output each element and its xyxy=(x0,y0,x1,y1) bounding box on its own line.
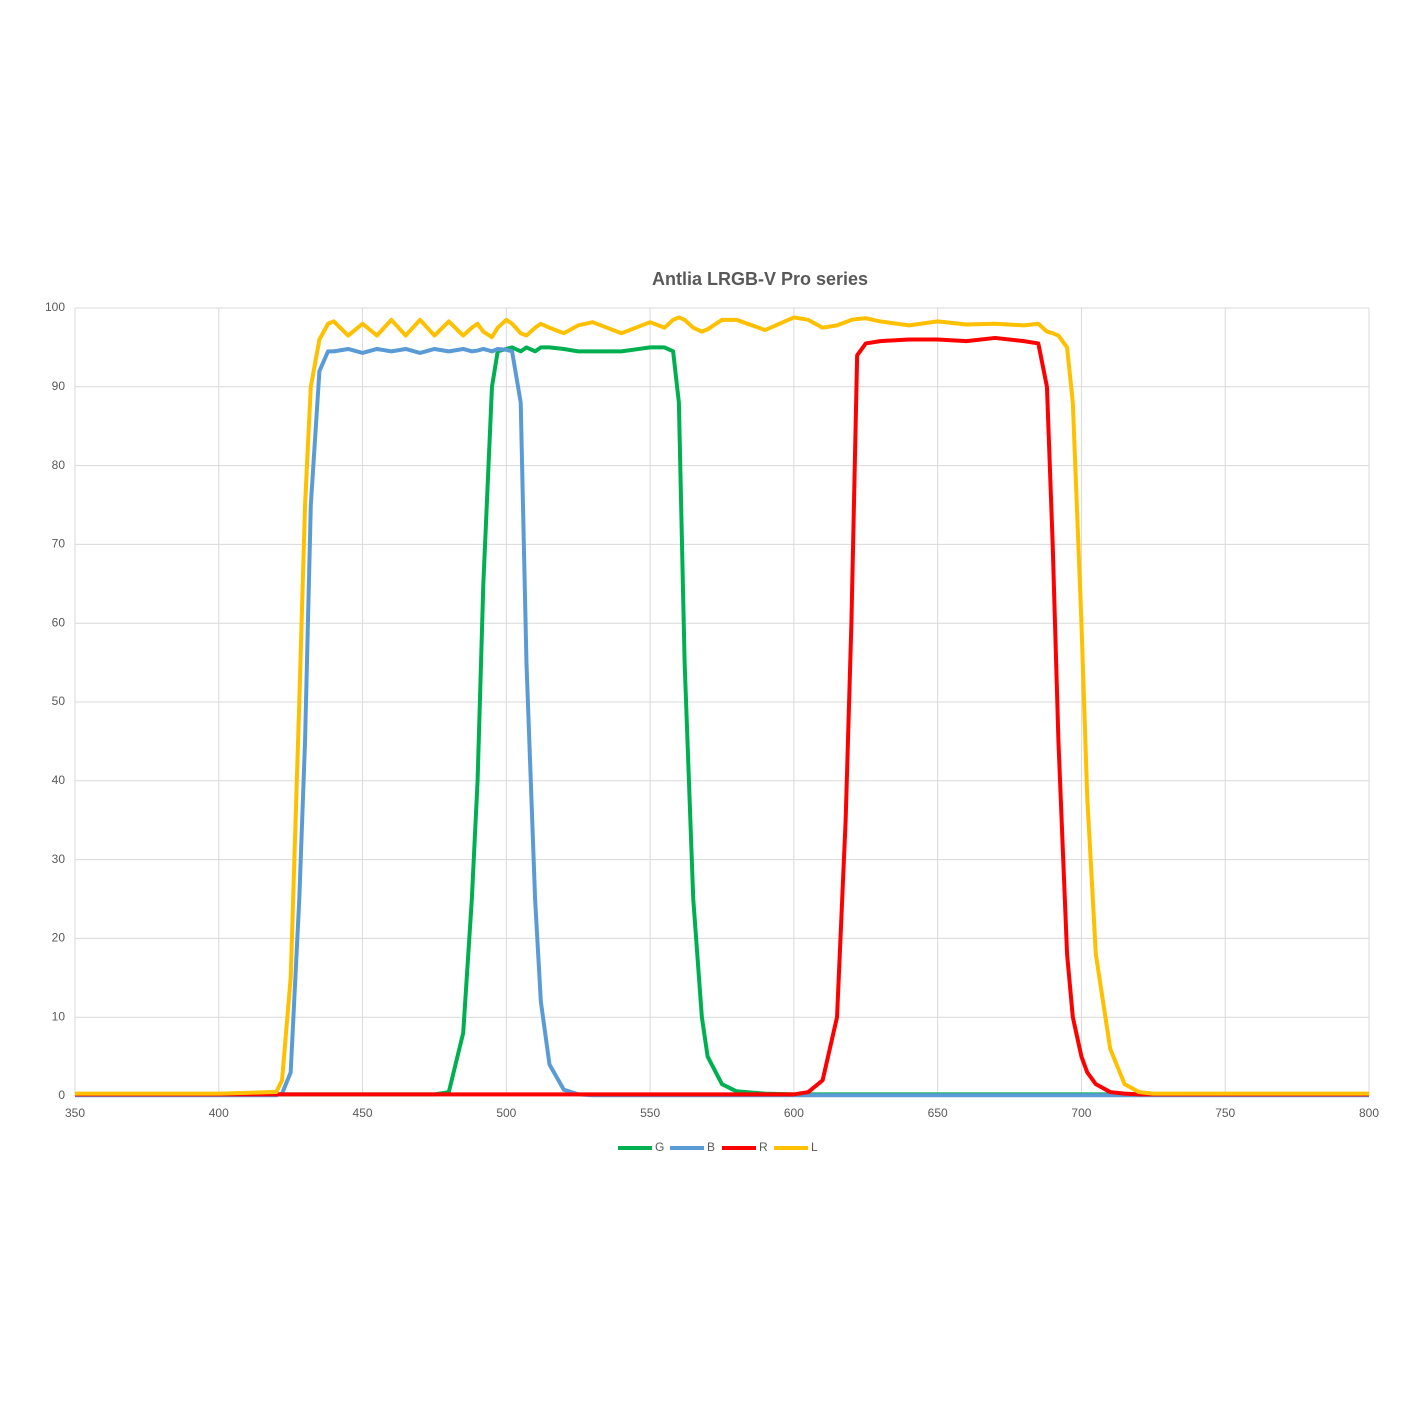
y-tick-label: 100 xyxy=(45,300,65,314)
legend-label: R xyxy=(759,1140,768,1154)
series-line xyxy=(75,315,1369,1096)
x-tick-label: 500 xyxy=(496,1106,516,1120)
y-tick-label: 70 xyxy=(52,537,66,551)
x-tick-label: 550 xyxy=(640,1106,660,1120)
x-tick-label: 750 xyxy=(1215,1106,1235,1120)
x-tick-label: 700 xyxy=(1071,1106,1091,1120)
y-tick-label: 40 xyxy=(52,773,66,787)
series-line xyxy=(75,345,1369,1097)
y-tick-label: 60 xyxy=(52,615,66,629)
y-tick-label: 10 xyxy=(52,1009,66,1023)
y-tick-label: 80 xyxy=(52,458,66,472)
y-tick-label: 50 xyxy=(52,694,66,708)
legend-label: L xyxy=(811,1140,818,1154)
y-tick-label: 0 xyxy=(58,1088,65,1102)
x-tick-label: 650 xyxy=(928,1106,948,1120)
y-tick-label: 20 xyxy=(52,931,66,945)
series-line xyxy=(75,346,1369,1098)
x-tick-label: 800 xyxy=(1359,1106,1379,1120)
series-line xyxy=(75,335,1369,1097)
y-tick-label: 30 xyxy=(52,852,66,866)
y-tick-label: 90 xyxy=(52,379,66,393)
x-tick-label: 600 xyxy=(784,1106,804,1120)
x-tick-label: 350 xyxy=(65,1106,85,1120)
legend-label: B xyxy=(707,1140,715,1154)
x-tick-label: 450 xyxy=(353,1106,373,1120)
legend-label: G xyxy=(655,1140,664,1154)
x-tick-label: 400 xyxy=(209,1106,229,1120)
chart-title: Antlia LRGB-V Pro series xyxy=(652,269,868,289)
